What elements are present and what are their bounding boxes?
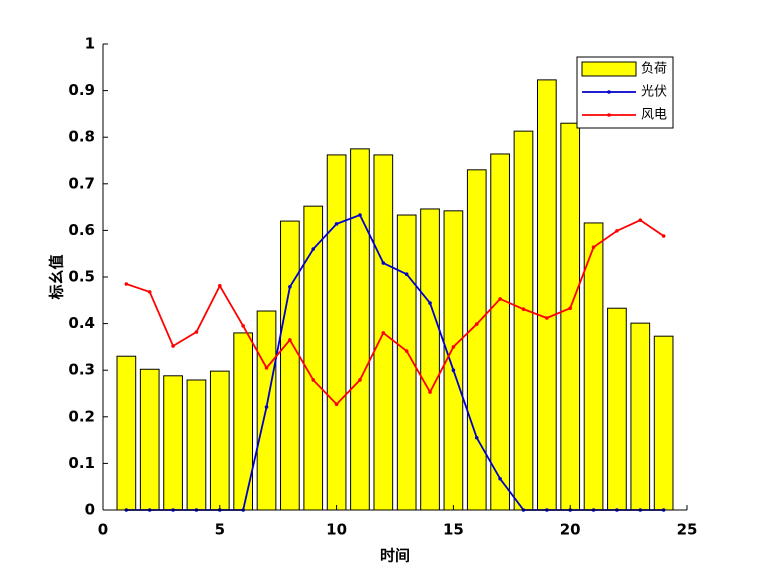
point [591,245,596,249]
x-tick-label: 15 [443,521,464,539]
point [288,284,292,289]
y-tick-label: 0.3 [68,361,95,379]
point [171,344,175,348]
bar [466,169,487,511]
point [404,272,409,277]
y-tick-label: 0.6 [68,221,95,239]
point [147,290,152,294]
bar [560,122,581,511]
point [521,307,526,311]
y-axis-label: 标幺值 [48,254,66,300]
bar [163,375,183,511]
bar [116,355,137,511]
bar [536,79,557,511]
y-tick-label: 0.1 [68,454,95,472]
bar [607,307,627,511]
x-tick-label: 10 [326,521,347,539]
y-tick-label: 1 [85,35,95,53]
point [288,338,292,342]
point [661,234,666,238]
legend-label: 负荷 [641,62,667,77]
point [545,316,549,320]
line [126,213,664,511]
bar [280,220,300,511]
point [474,322,479,326]
y-tick-label: 0 [85,501,95,519]
x-tick-label: 5 [215,521,225,539]
y-tick-label: 0.8 [68,128,95,146]
point [428,390,432,394]
point [381,331,386,335]
point [498,476,502,481]
x-tick-label: 0 [98,521,108,539]
point [311,378,316,382]
bar [139,368,160,511]
bar [420,208,440,511]
point [264,366,269,370]
x-tick-label: 25 [677,521,698,539]
point [241,324,245,328]
point [311,247,316,251]
point [498,297,502,301]
legend-marker [607,113,611,117]
bar [350,148,370,511]
bar [490,153,510,511]
y-tick-label: 0.5 [68,268,95,286]
bar [513,130,534,511]
point [451,345,456,349]
point [568,306,572,311]
x-axis-label: 时间 [380,547,410,565]
y-tick-label: 0.2 [68,407,95,425]
point [218,284,222,288]
point [381,261,386,265]
legend-marker [607,90,611,94]
y-tick-label: 0.4 [68,314,95,332]
point [404,349,409,353]
point [358,213,362,217]
y-tick-label: 0.7 [68,174,95,192]
bar [186,379,207,511]
point [124,282,129,286]
x-tick-label: 20 [560,521,581,539]
point [428,301,432,305]
y-tick-label: 0.9 [68,81,95,99]
point [358,378,362,382]
bar [303,205,324,511]
bar [326,154,347,511]
legend-swatch [581,61,637,77]
point [334,222,339,226]
legend-label: 风电 [641,108,667,123]
bar [630,322,651,511]
line [126,219,665,406]
bar [653,335,674,511]
point [451,368,456,373]
bar [209,370,230,511]
point [264,405,269,409]
legend-label: 光伏 [641,85,667,100]
point [334,402,339,407]
point [474,435,479,440]
point [638,218,643,222]
point [615,229,619,233]
point [194,330,199,334]
